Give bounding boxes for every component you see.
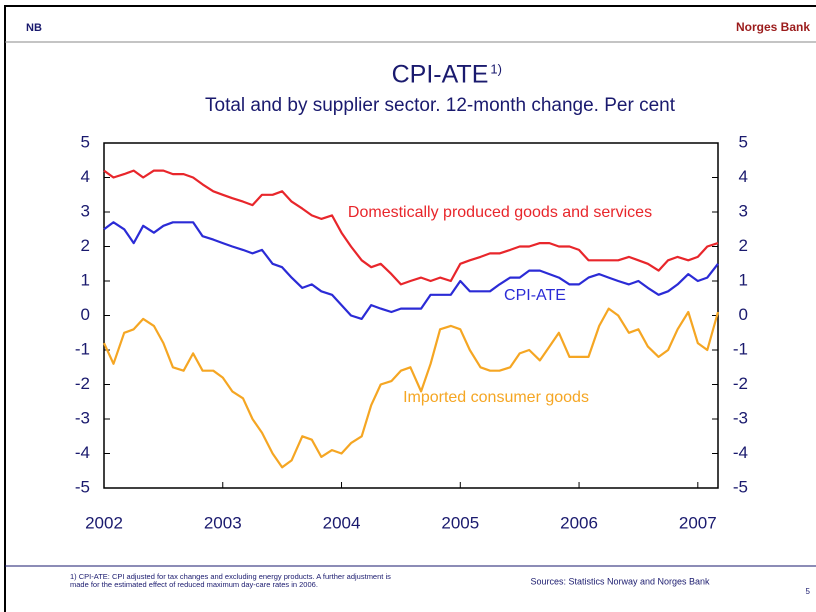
y2-tick-label: -4 — [733, 443, 748, 462]
series-label: Imported consumer goods — [403, 389, 589, 406]
series-label: Domestically produced goods and services — [348, 204, 652, 221]
sources: Sources: Statistics Norway and Norges Ba… — [530, 576, 710, 586]
y2-tick-label: 4 — [739, 167, 748, 186]
slide-border — [4, 5, 816, 612]
series-label: CPI-ATE — [504, 287, 566, 304]
x-tick-label: 2002 — [85, 513, 123, 532]
x-tick-label: 2003 — [204, 513, 242, 532]
x-tick-label: 2005 — [441, 513, 479, 532]
y-tick-label: 0 — [81, 305, 90, 324]
y-tick-label: 3 — [81, 201, 90, 220]
y2-tick-label: -3 — [733, 408, 748, 427]
series-line — [103, 221, 719, 320]
y-tick-label: 1 — [81, 270, 90, 289]
plot-area — [103, 142, 719, 489]
y-tick-label: 5 — [81, 132, 90, 151]
y2-tick-label: 2 — [739, 236, 748, 255]
bank-name: Norges Bank — [736, 20, 810, 34]
y-tick-label: -3 — [75, 408, 90, 427]
y2-tick-label: -1 — [733, 339, 748, 358]
logo: NB — [26, 22, 42, 34]
y-tick-label: -2 — [75, 374, 90, 393]
chart-title: CPI-ATE — [392, 61, 489, 89]
y2-tick-label: 3 — [739, 201, 748, 220]
series-line — [103, 307, 720, 469]
x-tick-label: 2007 — [679, 513, 717, 532]
y2-tick-label: -5 — [733, 477, 748, 496]
y2-tick-label: -2 — [733, 374, 748, 393]
x-tick-label: 2004 — [323, 513, 361, 532]
y-tick-label: -4 — [75, 443, 90, 462]
footnote: 1) CPI-ATE: CPI adjusted for tax changes… — [70, 572, 391, 589]
chart-subtitle: Total and by supplier sector. 12-month c… — [205, 95, 676, 116]
y2-tick-label: 0 — [739, 305, 748, 324]
title-footnote-mark: 1) — [490, 61, 502, 76]
y-tick-label: 2 — [81, 236, 90, 255]
x-tick-label: 2006 — [560, 513, 598, 532]
y-tick-label: 4 — [81, 167, 90, 186]
y2-tick-label: 1 — [739, 270, 748, 289]
y-tick-label: -5 — [75, 477, 90, 496]
y2-tick-label: 5 — [739, 132, 748, 151]
y-tick-label: -1 — [75, 339, 90, 358]
series-line — [103, 169, 719, 286]
page-number: 5 — [806, 587, 811, 596]
